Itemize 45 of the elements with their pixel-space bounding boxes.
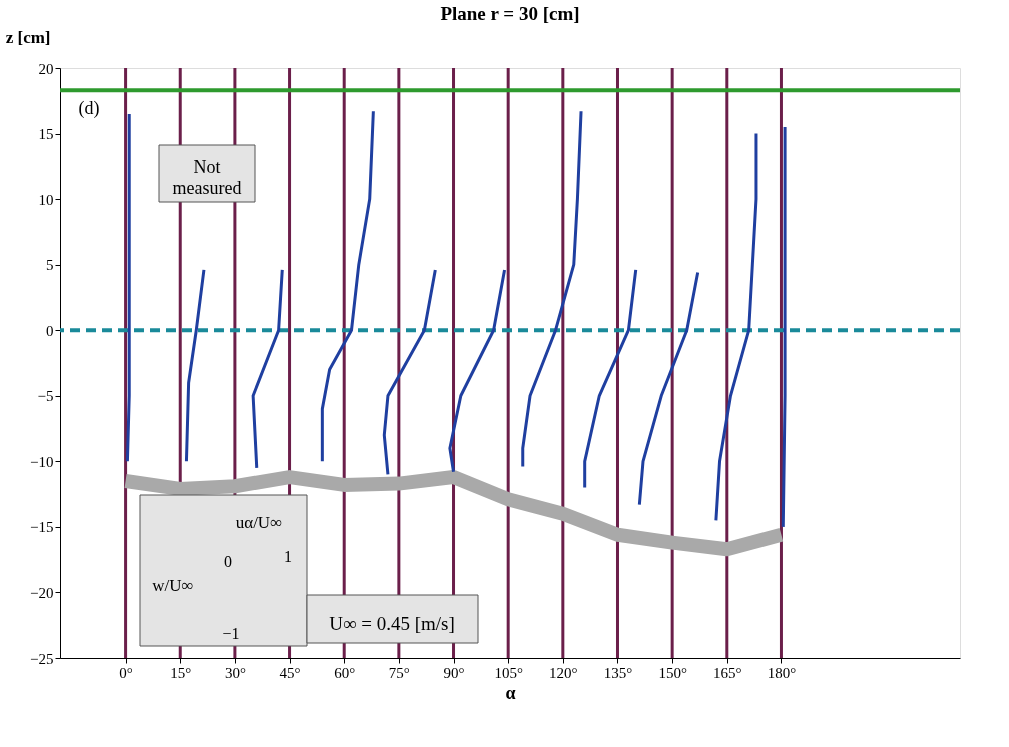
line-series bbox=[320, 109, 375, 463]
line-series bbox=[448, 268, 507, 474]
chart-title: Plane r = 30 [cm] bbox=[440, 3, 580, 24]
annotation: (d) bbox=[78, 98, 100, 119]
x-tick-label: 165° bbox=[713, 664, 742, 681]
y-axis-title: z [cm] bbox=[5, 27, 51, 47]
annotation: 0 bbox=[224, 553, 232, 570]
line-series bbox=[583, 268, 638, 490]
x-tick-label: 0° bbox=[119, 664, 133, 681]
x-tick-label: 120° bbox=[549, 664, 578, 681]
y-tick-label: 20 bbox=[38, 60, 54, 77]
annotation: 1 bbox=[284, 548, 292, 565]
x-tick-label: 45° bbox=[279, 664, 301, 681]
line-series bbox=[382, 268, 437, 476]
y-tick-label: −15 bbox=[30, 519, 54, 536]
line-series bbox=[521, 109, 583, 469]
y-tick-label: 10 bbox=[38, 191, 54, 208]
x-tick-label: 135° bbox=[603, 664, 633, 681]
x-tick-label: 180° bbox=[767, 664, 797, 681]
line-series bbox=[125, 112, 131, 463]
annotation: Not measured bbox=[172, 157, 242, 198]
y-tick-label: 0 bbox=[46, 322, 54, 339]
x-tick-label: 60° bbox=[334, 664, 356, 681]
line-series bbox=[184, 268, 206, 463]
annotation: w/U∞ bbox=[152, 576, 194, 595]
annotation: uα/U∞ bbox=[235, 513, 283, 532]
y-tick-label: 15 bbox=[38, 126, 54, 143]
x-tick-label: 15° bbox=[170, 664, 192, 681]
y-tick-label: −10 bbox=[30, 453, 54, 470]
y-tick-label: 5 bbox=[46, 257, 54, 274]
x-tick-label: 30° bbox=[224, 664, 246, 681]
line-series bbox=[781, 125, 787, 529]
x-axis-title: α bbox=[505, 682, 516, 703]
x-tick-label: 105° bbox=[494, 664, 523, 681]
line-series bbox=[637, 271, 700, 507]
annotation: U∞ = 0.45 [m/s] bbox=[329, 613, 455, 634]
x-tick-label: 75° bbox=[388, 664, 410, 681]
y-tick-label: −5 bbox=[37, 388, 54, 405]
line-series bbox=[251, 268, 284, 470]
x-tick-label: 150° bbox=[658, 664, 687, 681]
annotation: −1 bbox=[222, 625, 240, 642]
line-series bbox=[714, 132, 758, 522]
x-tick-label: 90° bbox=[443, 664, 465, 681]
y-tick-label: −25 bbox=[30, 650, 54, 667]
y-tick-label: −20 bbox=[30, 584, 54, 601]
